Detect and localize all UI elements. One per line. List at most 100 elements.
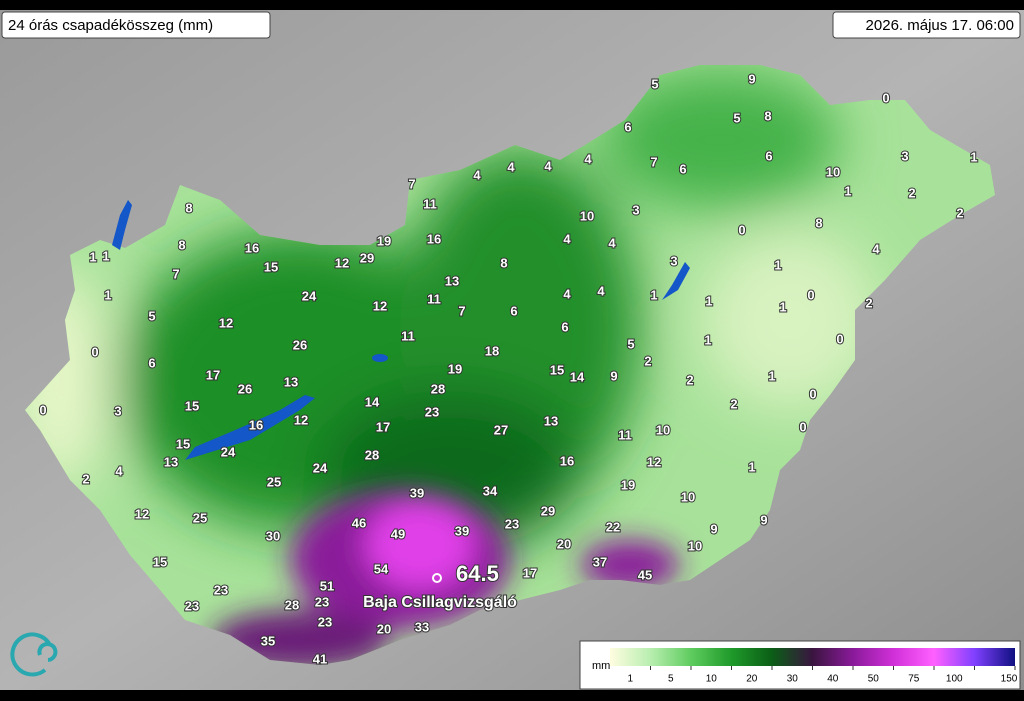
station-value: 1 xyxy=(748,459,755,474)
legend-tick-label: 20 xyxy=(746,674,758,685)
station-value: 2 xyxy=(908,185,915,200)
station-value: 20 xyxy=(557,536,571,551)
station-value: 8 xyxy=(764,108,771,123)
station-value: 17 xyxy=(376,419,390,434)
station-value: 16 xyxy=(560,453,574,468)
station-value: 26 xyxy=(293,337,307,352)
station-value: 13 xyxy=(164,454,178,469)
station-value: 1 xyxy=(650,287,657,302)
station-value: 11 xyxy=(423,196,437,211)
station-value: 6 xyxy=(765,148,772,163)
station-value: 28 xyxy=(285,597,299,612)
station-value: 6 xyxy=(561,319,568,334)
station-value: 46 xyxy=(352,515,366,530)
station-value: 35 xyxy=(261,633,275,648)
station-value: 9 xyxy=(610,368,617,383)
legend-colorbar xyxy=(610,648,1015,666)
legend-tick-label: 1 xyxy=(627,674,633,685)
station-value: 19 xyxy=(621,477,635,492)
station-value: 1 xyxy=(89,249,96,264)
station-value: 0 xyxy=(738,222,745,237)
station-value: 0 xyxy=(882,90,889,105)
station-value: 10 xyxy=(826,164,840,179)
station-value: 30 xyxy=(266,528,280,543)
station-value: 1 xyxy=(102,248,109,263)
logo xyxy=(10,632,58,677)
station-value: 1 xyxy=(704,332,711,347)
station-value: 12 xyxy=(335,255,349,270)
station-value: 28 xyxy=(431,381,445,396)
station-value: 4 xyxy=(597,283,605,298)
legend-tick-label: 5 xyxy=(668,674,674,685)
station-value: 10 xyxy=(580,208,594,223)
station-value: 37 xyxy=(593,554,607,569)
station-value: 23 xyxy=(315,594,329,609)
station-value: 6 xyxy=(624,119,631,134)
lakes xyxy=(112,200,690,460)
station-value: 8 xyxy=(815,215,822,230)
station-value: 15 xyxy=(185,398,199,413)
station-value: 5 xyxy=(627,336,634,351)
station-value: 45 xyxy=(638,567,652,582)
max-station: Baja Csillagvizsgáló xyxy=(363,594,517,611)
timestamp-box xyxy=(832,11,1021,39)
station-value: 14 xyxy=(365,394,380,409)
station-value: 6 xyxy=(679,161,686,176)
legend-tick-label: 50 xyxy=(868,674,880,685)
station-value: 28 xyxy=(365,447,379,462)
station-value: 3 xyxy=(114,403,121,418)
station-value: 19 xyxy=(377,233,391,248)
station-value: 39 xyxy=(455,523,469,538)
station-value: 15 xyxy=(153,554,167,569)
station-value: 29 xyxy=(360,250,374,265)
station-value: 12 xyxy=(294,412,308,427)
station-value: 2 xyxy=(644,353,651,368)
legend-unit: mm xyxy=(592,660,610,672)
station-value: 25 xyxy=(193,510,207,525)
station-value: 19 xyxy=(448,361,462,376)
station-value: 5 xyxy=(148,308,155,323)
station-value: 20 xyxy=(377,621,391,636)
legend-tick-label: 100 xyxy=(946,674,963,685)
station-value: 15 xyxy=(550,362,564,377)
station-value: 24 xyxy=(313,460,328,475)
station-value: 39 xyxy=(410,485,424,500)
station-value: 2 xyxy=(82,471,89,486)
station-value: 0 xyxy=(91,344,98,359)
station-value: 4 xyxy=(872,241,880,256)
station-value: 13 xyxy=(445,273,459,288)
station-value: 1 xyxy=(104,287,111,302)
station-value: 7 xyxy=(650,154,657,169)
station-value: 0 xyxy=(807,287,814,302)
station-value: 24 xyxy=(221,444,236,459)
station-value: 24 xyxy=(302,288,317,303)
station-value: 10 xyxy=(688,538,702,553)
station-value: 11 xyxy=(618,427,632,442)
station-value: 11 xyxy=(427,291,441,306)
station-value: 6 xyxy=(148,355,155,370)
station-value: 12 xyxy=(647,454,661,469)
station-value: 4 xyxy=(115,463,123,478)
station-value: 17 xyxy=(523,565,537,580)
legend-tick-label: 40 xyxy=(827,674,839,685)
station-value: 4 xyxy=(608,235,616,250)
max-marker xyxy=(432,573,442,583)
station-value: 23 xyxy=(214,582,228,597)
station-value: 14 xyxy=(570,369,585,384)
station-value: 12 xyxy=(219,315,233,330)
station-value: 49 xyxy=(391,526,405,541)
title: 24 órás csapadékösszeg (mm) xyxy=(8,17,213,34)
station-value: 2 xyxy=(956,205,963,220)
station-value: 0 xyxy=(809,386,816,401)
station-value: 6 xyxy=(510,303,517,318)
station-value: 4 xyxy=(473,167,481,182)
station-value: 2 xyxy=(730,396,737,411)
station-value: 8 xyxy=(178,237,185,252)
station-value: 1 xyxy=(774,257,781,272)
station-value: 10 xyxy=(656,422,670,437)
station-value: 4 xyxy=(584,151,592,166)
title-box xyxy=(1,11,271,39)
station-value: 1 xyxy=(705,293,712,308)
station-value: 16 xyxy=(245,240,259,255)
